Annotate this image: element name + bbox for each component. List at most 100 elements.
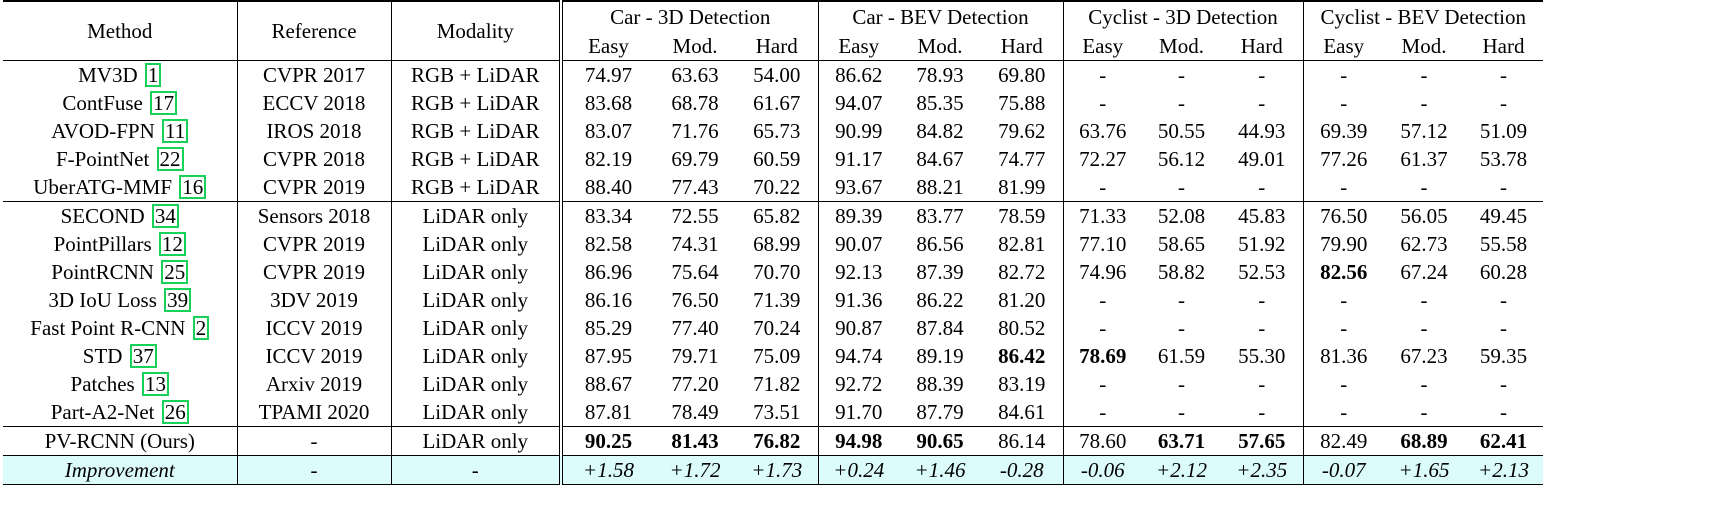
value-cell: 91.36: [817, 286, 899, 314]
value-cell: 78.59: [981, 201, 1063, 230]
header-sub: Easy: [1302, 31, 1384, 61]
method-cell: F-PointNet 22: [3, 145, 237, 173]
reference-cell: ICCV 2019: [236, 314, 391, 342]
citation-link[interactable]: 25: [161, 260, 189, 284]
value-cell: -: [1258, 63, 1266, 87]
method-cell: Part-A2-Net 26: [3, 398, 237, 427]
value-cell: 87.84: [916, 316, 964, 340]
value-cell: 68.89: [1384, 426, 1464, 456]
results-table: Method Reference Modality Car - 3D Detec…: [3, 0, 1543, 485]
method-cell: PointRCNN 25: [3, 258, 237, 286]
header-sub: Easy: [817, 31, 899, 61]
citation-link[interactable]: 17: [150, 91, 178, 115]
citation-link[interactable]: 13: [141, 372, 169, 396]
value-cell: 53.78: [1479, 147, 1528, 171]
citation-link[interactable]: 26: [161, 400, 189, 424]
header-sub: Hard: [1464, 31, 1543, 61]
citation-link[interactable]: 39: [164, 288, 192, 312]
value-cell: 65.82: [736, 201, 818, 230]
value-cell: 86.42: [998, 344, 1046, 368]
value-cell: 67.24: [1400, 260, 1448, 284]
value-cell: 55.58: [1479, 232, 1528, 256]
reference-cell: ICCV 2019: [236, 342, 391, 370]
value-cell: -: [1258, 372, 1266, 396]
method-cell: Patches 13: [3, 370, 237, 398]
value-cell: 72.55: [654, 201, 736, 230]
header-sub: Mod.: [654, 31, 736, 61]
value-cell: 88.67: [559, 370, 654, 398]
value-cell: 82.49: [1302, 426, 1384, 456]
citation-link[interactable]: 34: [151, 204, 179, 228]
table-row: SECOND 34 Sensors 2018 LiDAR only 83.34 72.5…: [3, 201, 1543, 230]
method-name: MV3D: [78, 63, 138, 87]
value-cell: 75.09: [753, 344, 801, 368]
value-cell: 86.16: [559, 286, 654, 314]
value-cell: -: [1258, 288, 1266, 312]
reference-cell: Sensors 2018: [236, 201, 391, 230]
value-cell: +1.65: [1384, 455, 1464, 485]
value-cell: 52.53: [1238, 260, 1286, 284]
citation-link[interactable]: 2: [192, 316, 210, 340]
citation-link[interactable]: 1: [144, 63, 162, 87]
value-cell: 90.07: [817, 230, 899, 258]
citation-link[interactable]: 37: [129, 344, 157, 368]
value-cell: -: [1062, 286, 1142, 314]
value-cell: 70.24: [753, 316, 801, 340]
header-method: Method: [3, 0, 237, 61]
value-cell: -: [1500, 63, 1507, 87]
method-name: UberATG-MMF: [33, 175, 173, 199]
value-cell: 84.82: [916, 119, 964, 143]
method-cell: AVOD-FPN 11: [3, 117, 237, 145]
value-cell: -: [1420, 372, 1428, 396]
value-cell: 81.99: [998, 175, 1046, 199]
value-cell: -: [1302, 398, 1384, 427]
value-cell: -: [1500, 175, 1507, 199]
value-cell: 74.96: [1062, 258, 1142, 286]
value-cell: 52.08: [1142, 201, 1221, 230]
reference-cell: CVPR 2019: [236, 173, 391, 202]
method-cell: 3D IoU Loss 39: [3, 286, 237, 314]
citation-link[interactable]: 16: [179, 175, 207, 199]
value-cell: -: [1302, 314, 1384, 342]
value-cell: 87.95: [559, 342, 654, 370]
reference-cell: CVPR 2017: [236, 60, 391, 89]
citation-link[interactable]: 12: [158, 232, 186, 256]
reference-cell: IROS 2018: [236, 117, 391, 145]
value-cell: 85.35: [916, 91, 964, 115]
value-cell: 74.97: [559, 60, 654, 89]
value-cell: 74.31: [671, 232, 719, 256]
table-row: Patches 13 Arxiv 2019 LiDAR only 88.67 77.20…: [3, 370, 1543, 398]
value-cell: -: [1178, 316, 1185, 340]
value-cell: 51.92: [1238, 232, 1286, 256]
value-cell: -: [1500, 316, 1507, 340]
value-cell: 82.72: [998, 260, 1046, 284]
value-cell: 61.67: [753, 91, 801, 115]
value-cell: -: [1420, 63, 1428, 87]
value-cell: -: [1500, 400, 1507, 424]
value-cell: 58.82: [1157, 260, 1206, 284]
value-cell: 82.81: [998, 232, 1046, 256]
value-cell: -: [1302, 89, 1384, 117]
value-cell: +1.72: [654, 455, 736, 485]
value-cell: 83.34: [559, 201, 654, 230]
reference-cell: ECCV 2018: [236, 89, 391, 117]
modality-cell: LiDAR only: [390, 201, 561, 230]
citation-link[interactable]: 22: [156, 147, 184, 171]
value-cell: 77.43: [671, 175, 719, 199]
table-row: PointPillars 12 CVPR 2019 LiDAR only 82.58 7…: [3, 230, 1543, 258]
method-cell: UberATG-MMF 16: [3, 173, 237, 202]
value-cell: -: [1062, 370, 1142, 398]
value-cell: 93.67: [817, 173, 899, 202]
value-cell: 94.98: [817, 426, 899, 456]
header-group: Cyclist - 3D Detection: [1062, 0, 1303, 31]
citation-link[interactable]: 11: [162, 119, 189, 143]
value-cell: -0.06: [1062, 455, 1142, 485]
value-cell: 85.29: [559, 314, 654, 342]
table-row: AVOD-FPN 11 IROS 2018 RGB + LiDAR 83.07 71.7…: [3, 117, 1543, 145]
value-cell: 69.80: [998, 63, 1046, 87]
reference-cell: -: [236, 426, 391, 456]
value-cell: 76.82: [736, 426, 818, 456]
method-cell: SECOND 34: [3, 201, 237, 230]
value-cell: -: [1178, 400, 1185, 424]
table-row: PV-RCNN (Ours) - LiDAR only 90.25 81.43 76.82…: [3, 426, 1543, 456]
